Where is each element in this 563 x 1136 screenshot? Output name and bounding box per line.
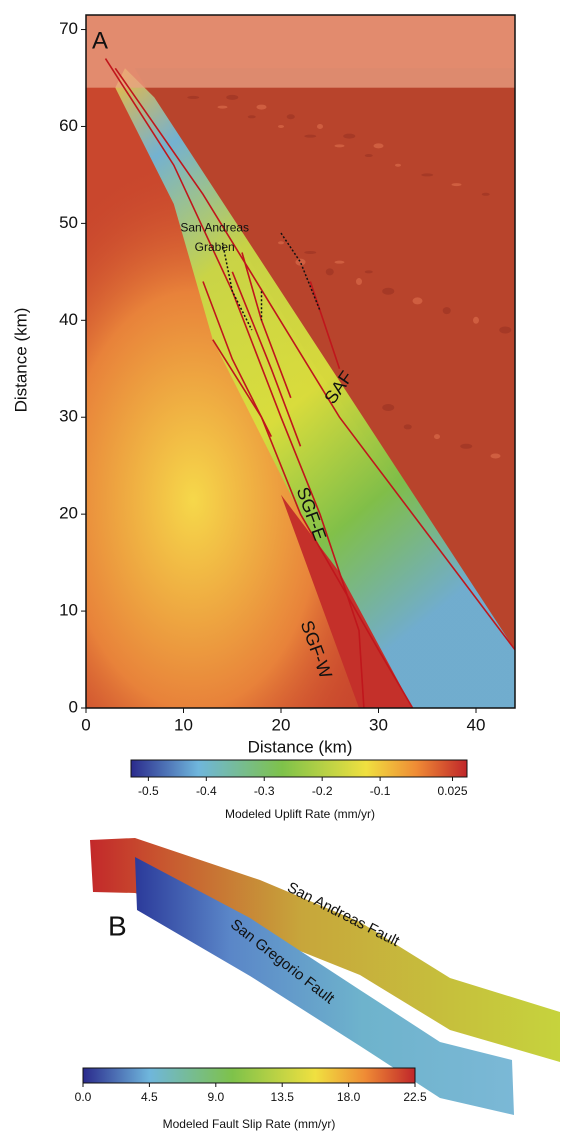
y-tick-label: 10	[59, 601, 78, 620]
relief	[434, 434, 440, 440]
colorbar-tick-label: -0.4	[196, 784, 217, 798]
relief	[382, 404, 395, 412]
relief	[403, 424, 412, 430]
relief	[304, 134, 317, 138]
colorbar-tick-label: 22.5	[403, 1090, 427, 1104]
colorbar-tick-label: -0.1	[370, 784, 391, 798]
relief	[343, 133, 356, 139]
colorbar	[82, 1067, 416, 1084]
relief	[490, 453, 501, 459]
y-tick-label: 40	[59, 310, 78, 329]
colorbar-tick-label: -0.2	[312, 784, 333, 798]
sgfw-block	[281, 494, 413, 708]
y-tick-label: 20	[59, 504, 78, 523]
fault-dashed	[221, 242, 253, 331]
fault-trace	[231, 271, 302, 447]
relief	[278, 124, 284, 128]
relief	[421, 173, 434, 177]
colorbar-label: Modeled Fault Slip Rate (mm/yr)	[163, 1117, 336, 1131]
colorbar-tick-label: 0.0	[75, 1090, 92, 1104]
y-tick-label: 30	[59, 407, 78, 426]
x-tick-label: 40	[467, 715, 486, 734]
relief	[364, 154, 373, 158]
x-tick-label: 0	[81, 715, 90, 734]
uplift-band	[115, 68, 515, 708]
relief	[247, 115, 256, 119]
fault-dashed	[280, 232, 321, 311]
relief	[334, 144, 345, 148]
fault-trace	[104, 58, 365, 708]
x-tick-label: 10	[174, 715, 193, 734]
colorbar-label: Modeled Uplift Rate (mm/yr)	[225, 807, 375, 821]
y-axis-label: Distance (km)	[11, 308, 30, 413]
fault-trace	[212, 339, 414, 708]
relief	[295, 258, 306, 266]
relief	[395, 163, 401, 167]
map-annotation: San Andreas	[180, 220, 249, 234]
colorbar-tick-label: 18.0	[337, 1090, 361, 1104]
x-tick-label: 20	[272, 715, 291, 734]
colorbar-tick-label: -0.5	[138, 784, 159, 798]
relief	[499, 326, 512, 334]
y-tick-label: 0	[69, 697, 78, 716]
colorbar-tick-label: 13.5	[271, 1090, 295, 1104]
x-axis-label: Distance (km)	[248, 737, 353, 756]
panel-b	[90, 838, 560, 1115]
plot-frame	[85, 14, 516, 709]
upper-overlay	[86, 15, 515, 88]
relief	[334, 260, 345, 264]
map-image	[86, 15, 515, 708]
x-tick-label: 30	[369, 715, 388, 734]
relief	[217, 105, 228, 109]
relief	[356, 278, 362, 286]
panel-label: B	[108, 910, 127, 941]
map-annotation: Graben	[195, 240, 235, 254]
relief	[442, 307, 451, 315]
relief	[256, 104, 267, 110]
relief	[460, 443, 473, 449]
y-tick-label: 50	[59, 213, 78, 232]
relief	[187, 95, 200, 99]
colorbar	[130, 759, 468, 778]
relief	[278, 241, 284, 245]
fault-trace	[202, 281, 273, 437]
panel-label: A	[92, 27, 108, 54]
relief	[325, 268, 334, 276]
ribbon	[135, 857, 514, 1115]
colorbar-tick-label: 4.5	[141, 1090, 158, 1104]
colorbar-tick-label: 0.025	[438, 784, 468, 798]
relief	[304, 250, 317, 254]
relief	[364, 270, 373, 274]
relief	[286, 114, 295, 120]
relief	[473, 316, 479, 324]
relief	[451, 183, 462, 187]
relief	[373, 143, 384, 149]
colorbar-tick-label: -0.3	[254, 784, 275, 798]
y-tick-label: 60	[59, 116, 78, 135]
colorbar-tick-label: 9.0	[207, 1090, 224, 1104]
y-tick-label: 70	[59, 19, 78, 38]
relief	[317, 123, 323, 129]
relief	[382, 287, 395, 295]
relief	[226, 94, 239, 100]
ribbon	[90, 838, 560, 1062]
relief	[412, 297, 423, 305]
fault-trace	[114, 67, 515, 651]
relief	[481, 192, 490, 196]
